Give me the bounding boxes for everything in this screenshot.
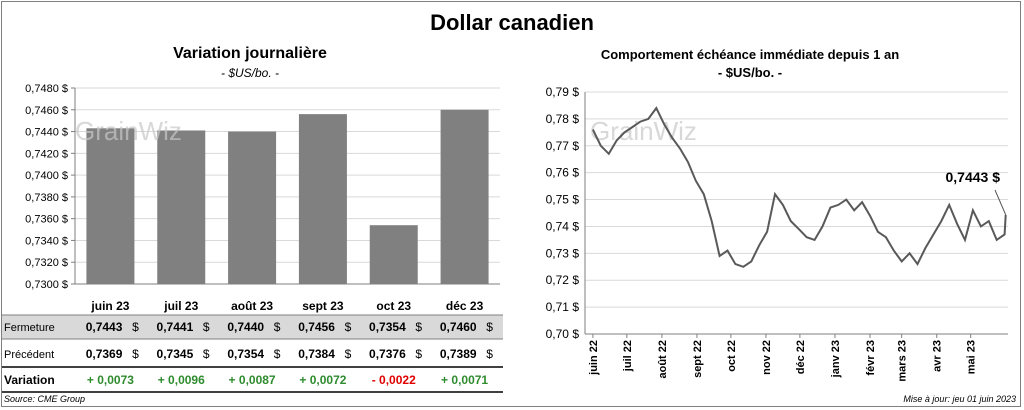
y-tick-label: 0,74 $ xyxy=(546,219,580,233)
table-cell-variation: + 0,0087 xyxy=(229,373,276,387)
table-cell-value: 0,7354 xyxy=(227,347,264,361)
bar-chart: 0,7300 $ 0,7320 $ 0,7340 $ 0,7360 $ 0,7380 $… xyxy=(25,83,500,313)
y-tick-label: 0,73 $ xyxy=(546,246,580,260)
series-line xyxy=(592,106,1007,268)
y-tick-label: 0,7360 $ xyxy=(25,214,68,226)
y-tick-label: 0,79 $ xyxy=(546,85,580,99)
y-tick-label: 0,71 $ xyxy=(546,300,580,314)
y-tick-label: 0,78 $ xyxy=(546,112,580,126)
table-cell-unit: $ xyxy=(203,320,210,334)
table-cell-value: 0,7456 xyxy=(298,320,335,334)
table-cell-unit: $ xyxy=(415,320,422,334)
y-tick-label: 0,7340 $ xyxy=(25,235,68,247)
x-category-label: déc 23 xyxy=(446,299,484,313)
bar xyxy=(157,130,206,284)
table-cell-variation: + 0,0096 xyxy=(158,373,205,387)
table-cell-value: 0,7354 xyxy=(369,320,406,334)
table-cell-unit: $ xyxy=(486,320,493,334)
x-tick-label: août 22 xyxy=(657,340,669,379)
x-tick-label: févr 23 xyxy=(865,340,877,375)
left-chart-title: Variation journalière xyxy=(173,45,327,62)
x-tick-label: déc 22 xyxy=(795,340,807,374)
table-row-highlight xyxy=(2,315,503,339)
bar xyxy=(86,128,135,284)
x-tick-label: janv 23 xyxy=(830,340,842,378)
update-note: Mise à jour: jeu 01 juin 2023 xyxy=(903,394,1016,404)
table-cell-value: 0,7440 xyxy=(227,320,264,334)
right-chart-subtitle: - $US/bo. - xyxy=(717,65,783,80)
x-category-label: juin 23 xyxy=(90,299,129,313)
table-cell-unit: $ xyxy=(415,347,422,361)
left-chart-subtitle: - $US/bo. - xyxy=(220,66,280,80)
table-cell-unit: $ xyxy=(132,320,139,334)
x-tick-label: juil 22 xyxy=(622,340,634,372)
table-row-label: Précédent xyxy=(4,349,54,361)
table-cell-unit: $ xyxy=(486,347,493,361)
table-cell-unit: $ xyxy=(345,320,352,334)
table-cell-variation: + 0,0073 xyxy=(87,373,134,387)
right-chart-title: Comportement échéance immédiate depuis 1… xyxy=(600,47,900,62)
x-category-label: juil 23 xyxy=(163,299,198,313)
x-tick-label: nov 22 xyxy=(761,340,773,375)
table-cell-unit: $ xyxy=(274,347,281,361)
y-tick-label: 0,72 $ xyxy=(546,273,580,287)
last-value-label: 0,7443 $ xyxy=(946,169,1001,185)
table-row-label: Fermeture xyxy=(4,322,55,334)
y-tick-label: 0,7440 $ xyxy=(25,127,68,139)
table-cell-unit: $ xyxy=(274,320,281,334)
y-tick-label: 0,75 $ xyxy=(546,193,580,207)
y-tick-label: 0,7320 $ xyxy=(25,257,68,269)
y-tick-label: 0,7420 $ xyxy=(25,148,68,160)
table-cell-value: 0,7443 xyxy=(86,320,123,334)
table-cell-unit: $ xyxy=(132,347,139,361)
x-tick-label: avr 23 xyxy=(932,340,944,372)
x-category-label: août 23 xyxy=(231,299,273,313)
table-cell-value: 0,7441 xyxy=(157,320,194,334)
bar xyxy=(298,114,347,284)
x-category-label: sept 23 xyxy=(302,299,344,313)
x-tick-label: oct 22 xyxy=(726,340,738,372)
table-cell-variation: + 0,0071 xyxy=(441,373,488,387)
last-value-leader xyxy=(994,189,1007,216)
table-cell-unit: $ xyxy=(345,347,352,361)
bar xyxy=(369,225,418,284)
x-tick-label: mai 23 xyxy=(966,340,978,374)
table-cell-value: 0,7345 xyxy=(157,347,194,361)
y-tick-label: 0,7480 $ xyxy=(25,83,68,95)
price-table: Fermeture 0,7443 $0,7441 $0,7440 $0,7456 $0,7… xyxy=(2,314,503,393)
line-chart: 0,70 $ 0,71 $ 0,72 $ 0,73 $ 0,74 $ 0,75 $ 0,76… xyxy=(546,85,1008,382)
table-cell-variation: - 0,0022 xyxy=(372,373,416,387)
y-tick-label: 0,77 $ xyxy=(546,139,580,153)
y-tick-label: 0,76 $ xyxy=(546,166,580,180)
table-cell-value: 0,7376 xyxy=(369,347,406,361)
x-tick-label: mars 23 xyxy=(897,340,909,382)
y-tick-label: 0,7300 $ xyxy=(25,279,68,291)
table-cell-value: 0,7460 xyxy=(440,320,477,334)
table-row-label: Variation xyxy=(4,373,55,387)
x-tick-label: sept 22 xyxy=(692,340,704,378)
table-cell-value: 0,7384 xyxy=(298,347,335,361)
y-tick-label: 0,7400 $ xyxy=(25,170,68,182)
table-cell-variation: + 0,0072 xyxy=(299,373,346,387)
bar xyxy=(440,109,489,285)
table-cell-unit: $ xyxy=(203,347,210,361)
x-tick-label: juin 22 xyxy=(588,340,600,376)
y-tick-label: 0,70 $ xyxy=(546,327,580,341)
page-title: Dollar canadien xyxy=(430,10,594,35)
y-tick-label: 0,7380 $ xyxy=(25,192,68,204)
bar xyxy=(228,131,277,284)
y-tick-label: 0,7460 $ xyxy=(25,105,68,117)
watermark: GrainWiz xyxy=(75,116,182,146)
source-note: Source: CME Group xyxy=(4,394,86,404)
table-cell-value: 0,7389 xyxy=(440,347,477,361)
x-category-label: oct 23 xyxy=(376,299,411,313)
table-cell-value: 0,7369 xyxy=(86,347,123,361)
